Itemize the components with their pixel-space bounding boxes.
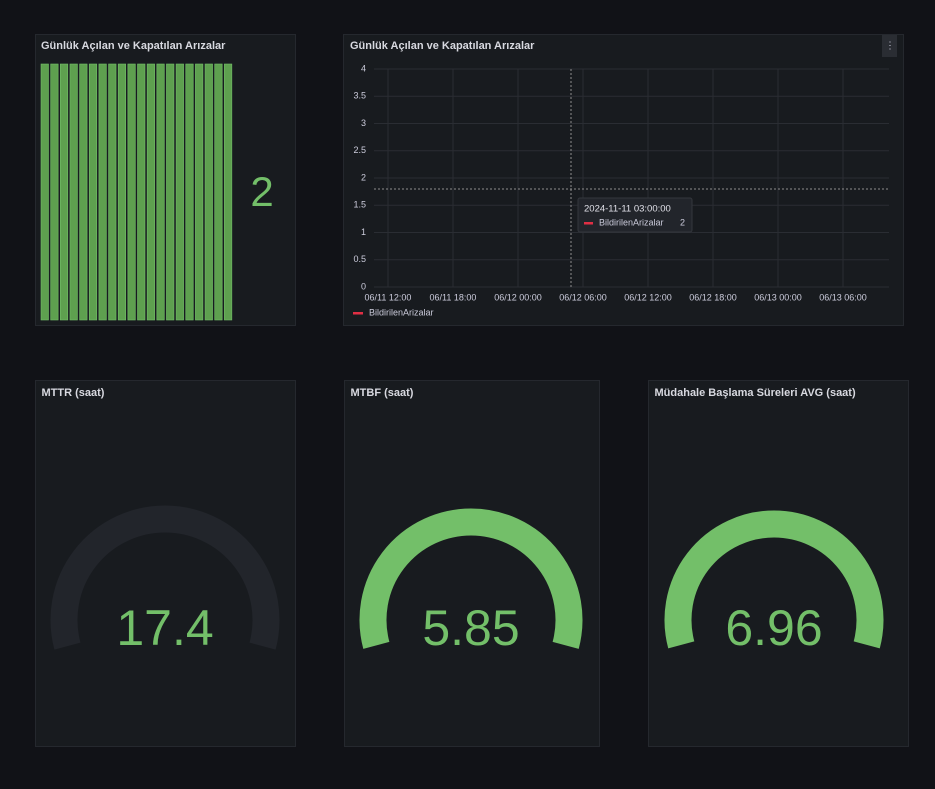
spark-bar: [166, 63, 175, 321]
spark-bar: [175, 63, 184, 321]
y-tick-label: 2.5: [353, 145, 366, 155]
gauge-arc: [359, 508, 583, 649]
x-tick-label: 06/13 00:00: [754, 292, 802, 302]
spark-bar: [79, 63, 88, 321]
x-tick-label: 06/12 12:00: [624, 292, 672, 302]
spark-bar: [195, 63, 204, 321]
tooltip-time: 2024-11-11 03:00:00: [584, 204, 671, 215]
tooltip-swatch: [584, 222, 593, 225]
tooltip-series: BildirilenArizalar: [599, 217, 664, 227]
y-tick-label: 0.5: [353, 254, 366, 264]
legend-item[interactable]: BildirilenArizalar: [369, 307, 434, 317]
stat-value: 2: [250, 168, 273, 215]
panel-menu[interactable]: [882, 35, 897, 57]
x-tick-label: 06/13 06:00: [819, 292, 867, 302]
legend-swatch: [353, 312, 363, 315]
y-tick-label: 1.5: [353, 200, 366, 210]
spark-bar: [59, 63, 69, 321]
spark-bar: [50, 63, 59, 321]
panel-title: Müdahale Başlama Süreleri AVG (saat): [655, 387, 856, 399]
y-tick-label: 4: [361, 63, 366, 73]
gauge-value: 5.85: [422, 600, 519, 656]
y-tick-label: 3: [361, 118, 366, 128]
stat-panel: [35, 34, 296, 326]
y-tick-label: 3.5: [353, 91, 366, 101]
x-tick-label: 06/11 18:00: [430, 292, 477, 302]
spark-bar: [69, 63, 78, 321]
timeseries-panel: [343, 34, 904, 326]
spark-bar: [40, 63, 49, 321]
spark-bar: [127, 63, 136, 321]
spark-bar: [98, 63, 107, 321]
panel-title: MTBF (saat): [351, 387, 414, 399]
spark-bar: [185, 63, 194, 321]
spark-bar: [108, 63, 117, 321]
spark-bar: [224, 63, 233, 321]
spark-bar: [156, 63, 165, 321]
gauge-value: 6.96: [725, 600, 822, 656]
spark-bar: [88, 63, 98, 321]
menu-icon[interactable]: ⋮: [885, 41, 895, 52]
gauge-arc: [50, 505, 280, 650]
x-tick-label: 06/12 18:00: [689, 292, 737, 302]
gauge-arc: [664, 510, 884, 649]
panel-title: MTTR (saat): [42, 387, 105, 399]
x-tick-label: 06/12 00:00: [494, 292, 542, 302]
gauge-row: MTTR (saat) 17.4 MTBF (saat) 5.85 Müdahale B…: [35, 380, 909, 747]
x-tick-label: 06/11 12:00: [365, 292, 412, 302]
y-tick-label: 1: [361, 227, 366, 237]
sparkline: [40, 63, 233, 321]
spark-bar: [137, 63, 146, 321]
spark-bar: [146, 63, 155, 321]
gauge-value: 17.4: [116, 600, 213, 656]
panel-title: Günlük Açılan ve Kapatılan Arızalar: [41, 40, 226, 52]
spark-bar: [214, 63, 223, 321]
y-tick-label: 2: [361, 172, 366, 182]
tooltip: [577, 197, 693, 233]
panel-title: Günlük Açılan ve Kapatılan Arızalar: [350, 40, 535, 52]
tooltip-value: 2: [680, 217, 685, 227]
x-tick-label: 06/12 06:00: [559, 292, 607, 302]
y-tick-label: 0: [361, 281, 366, 291]
spark-bar: [117, 63, 126, 321]
spark-bar: [204, 63, 213, 321]
